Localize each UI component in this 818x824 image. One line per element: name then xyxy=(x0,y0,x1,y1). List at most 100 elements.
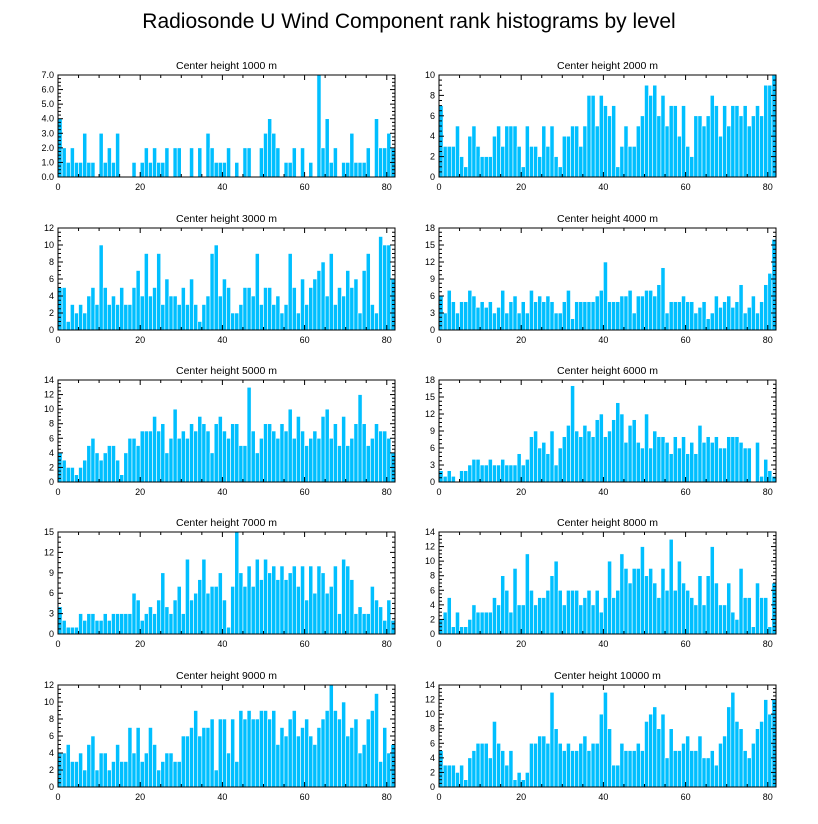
bar xyxy=(718,447,723,483)
bar xyxy=(627,425,633,483)
bar xyxy=(222,718,227,788)
bar xyxy=(205,295,211,331)
histogram-panel-7: Center height 7000 m 0 3 6 9 12 15 0 20 40 60 80 xyxy=(44,517,396,649)
bar xyxy=(279,423,285,483)
bar xyxy=(685,453,691,483)
bar xyxy=(701,301,707,331)
bar xyxy=(504,589,510,635)
bar xyxy=(631,312,637,331)
bar xyxy=(574,430,580,483)
bar xyxy=(131,162,137,178)
bar xyxy=(296,586,301,635)
bar xyxy=(767,470,773,483)
bar xyxy=(94,620,100,635)
bar xyxy=(697,575,703,635)
bar xyxy=(516,146,522,178)
bar xyxy=(328,162,334,178)
bar xyxy=(619,295,625,331)
y-tick-label: 12 xyxy=(44,547,54,557)
bar xyxy=(90,287,96,331)
bar xyxy=(382,147,388,178)
bar xyxy=(283,162,289,178)
bar xyxy=(566,742,571,788)
bar xyxy=(677,560,682,635)
bar xyxy=(512,295,518,331)
x-tick-label: 0 xyxy=(436,335,441,345)
bar xyxy=(442,146,448,178)
bar xyxy=(479,301,485,331)
bar xyxy=(689,301,695,331)
bar xyxy=(57,606,63,635)
bar xyxy=(586,301,592,331)
bar xyxy=(324,592,330,635)
bar xyxy=(234,531,240,635)
bar xyxy=(271,710,277,788)
bar xyxy=(308,287,314,331)
bar xyxy=(107,147,112,178)
panel-title: Center height 8000 m xyxy=(557,517,658,529)
bar xyxy=(746,597,752,635)
bar xyxy=(94,304,100,331)
bar xyxy=(755,105,760,178)
bar xyxy=(755,582,760,635)
bar xyxy=(234,761,240,788)
x-tick-label: 40 xyxy=(217,792,227,802)
bar xyxy=(390,620,396,635)
bar xyxy=(672,105,678,178)
bar xyxy=(451,626,456,635)
y-tick-label: 2 xyxy=(49,765,54,775)
y-tick-label: 6 xyxy=(49,731,54,741)
bar xyxy=(234,423,240,483)
bar xyxy=(312,592,318,635)
bar xyxy=(267,572,273,635)
bar xyxy=(300,278,305,331)
bar xyxy=(320,416,326,483)
bar xyxy=(471,295,477,331)
bar xyxy=(549,691,555,788)
y-tick-label: 2 xyxy=(430,614,435,624)
histogram-panel-6: Center height 6000 m 0 3 6 9 12 15 18 0 20 40 60 80 xyxy=(425,365,777,497)
y-tick-label: 15 xyxy=(44,527,54,537)
bar xyxy=(672,750,678,788)
bar xyxy=(197,735,203,788)
bar xyxy=(566,425,571,483)
panel-title: Center height 5000 m xyxy=(176,365,277,377)
bar xyxy=(718,307,723,331)
bar xyxy=(291,147,297,178)
bar xyxy=(271,304,277,331)
bar xyxy=(451,764,456,788)
bar xyxy=(135,270,141,331)
bar xyxy=(751,626,756,635)
bar xyxy=(353,278,359,331)
bar xyxy=(226,437,231,483)
bar xyxy=(250,718,256,788)
bar xyxy=(123,304,129,331)
y-tick-label: 8 xyxy=(49,714,54,724)
bar xyxy=(668,728,674,788)
bar xyxy=(561,436,567,483)
bar xyxy=(635,568,641,635)
panel-title: Center height 7000 m xyxy=(176,517,277,529)
bar xyxy=(176,586,182,635)
bar xyxy=(127,727,133,788)
bar xyxy=(500,575,506,635)
bar xyxy=(533,301,538,331)
x-tick-label: 40 xyxy=(598,487,608,497)
bar xyxy=(127,304,133,331)
bar xyxy=(98,620,104,635)
bar xyxy=(160,761,166,788)
bar xyxy=(226,752,231,788)
bar xyxy=(570,318,575,331)
bar xyxy=(512,125,518,178)
bar xyxy=(78,467,83,483)
bar xyxy=(561,301,567,331)
bar xyxy=(705,115,711,178)
bar xyxy=(172,761,178,788)
bar xyxy=(492,464,497,483)
bar xyxy=(705,757,711,788)
bar xyxy=(557,742,563,788)
x-tick-label: 80 xyxy=(763,182,773,192)
bar xyxy=(308,565,314,635)
bar xyxy=(714,764,719,788)
histogram-panel-10: Center height 10000 m 0 2 4 6 8 10 12 14 0 20 40 60 8… xyxy=(425,670,777,802)
